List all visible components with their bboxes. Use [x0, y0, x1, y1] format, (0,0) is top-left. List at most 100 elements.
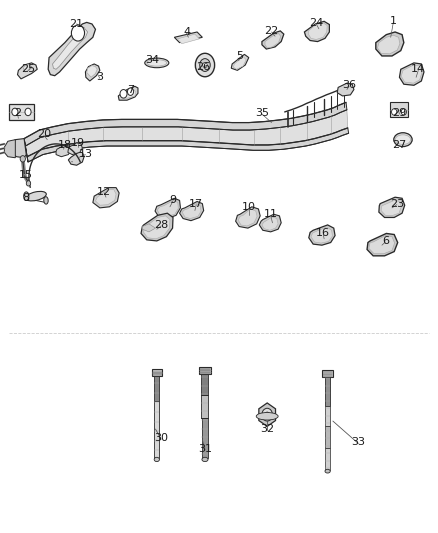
Ellipse shape — [395, 135, 411, 144]
Ellipse shape — [202, 457, 208, 462]
Polygon shape — [18, 63, 37, 79]
Text: 7: 7 — [127, 85, 134, 94]
Circle shape — [127, 88, 134, 95]
Ellipse shape — [325, 470, 330, 473]
Bar — [202, 418, 208, 458]
Circle shape — [120, 90, 127, 98]
Polygon shape — [157, 200, 178, 216]
Polygon shape — [337, 83, 354, 96]
Text: 5: 5 — [237, 51, 244, 61]
Circle shape — [12, 108, 18, 116]
Polygon shape — [379, 197, 405, 217]
Text: 9: 9 — [170, 195, 177, 205]
Bar — [152, 369, 162, 376]
Text: 18: 18 — [58, 140, 72, 150]
Text: 10: 10 — [242, 202, 256, 212]
Text: 30: 30 — [154, 433, 168, 443]
Polygon shape — [23, 64, 32, 72]
Circle shape — [200, 59, 210, 71]
Circle shape — [20, 156, 25, 162]
Bar — [325, 426, 330, 448]
Polygon shape — [369, 236, 395, 254]
Text: 29: 29 — [392, 108, 406, 118]
Polygon shape — [4, 140, 15, 158]
Polygon shape — [48, 22, 95, 76]
Bar — [154, 401, 159, 458]
Bar — [9, 104, 34, 120]
Circle shape — [26, 181, 31, 186]
Text: 35: 35 — [255, 108, 269, 118]
Polygon shape — [118, 86, 138, 100]
Circle shape — [25, 108, 31, 116]
Polygon shape — [93, 188, 119, 208]
Polygon shape — [231, 54, 249, 70]
Text: 26: 26 — [196, 62, 210, 71]
Text: 23: 23 — [390, 199, 404, 208]
Polygon shape — [24, 139, 28, 162]
Polygon shape — [262, 217, 278, 230]
Polygon shape — [120, 90, 136, 98]
Polygon shape — [56, 145, 71, 157]
Bar — [154, 376, 159, 401]
Text: 3: 3 — [96, 72, 103, 82]
Text: 11: 11 — [264, 209, 278, 219]
Polygon shape — [180, 201, 204, 221]
Text: 32: 32 — [260, 424, 274, 434]
Polygon shape — [399, 63, 424, 85]
Ellipse shape — [44, 197, 48, 204]
Circle shape — [262, 408, 272, 421]
Polygon shape — [233, 56, 246, 69]
Text: 27: 27 — [392, 140, 406, 150]
Ellipse shape — [256, 413, 278, 420]
Bar — [199, 367, 211, 374]
Polygon shape — [68, 152, 84, 165]
Polygon shape — [155, 198, 180, 219]
Bar — [325, 406, 330, 426]
Circle shape — [195, 53, 215, 77]
Polygon shape — [259, 403, 276, 426]
Polygon shape — [95, 190, 116, 205]
Text: 8: 8 — [22, 193, 29, 203]
Polygon shape — [376, 32, 404, 56]
Text: 28: 28 — [154, 220, 168, 230]
Circle shape — [203, 62, 207, 68]
Text: 6: 6 — [382, 236, 389, 246]
Polygon shape — [378, 35, 400, 54]
Ellipse shape — [25, 191, 46, 201]
Circle shape — [265, 412, 269, 417]
Polygon shape — [259, 214, 281, 232]
Text: 36: 36 — [342, 80, 356, 90]
Polygon shape — [236, 207, 260, 228]
Text: 17: 17 — [189, 199, 203, 208]
Polygon shape — [182, 204, 201, 219]
Ellipse shape — [24, 192, 29, 200]
Polygon shape — [144, 216, 170, 239]
Polygon shape — [142, 224, 155, 232]
Polygon shape — [24, 102, 347, 146]
Text: 2: 2 — [14, 108, 21, 118]
Text: 24: 24 — [309, 18, 323, 28]
Text: 20: 20 — [37, 130, 51, 139]
Polygon shape — [308, 23, 327, 39]
Text: 15: 15 — [18, 170, 32, 180]
Polygon shape — [311, 227, 332, 243]
Ellipse shape — [394, 133, 412, 147]
Circle shape — [71, 25, 85, 41]
Bar — [322, 370, 333, 377]
Circle shape — [401, 109, 406, 115]
Polygon shape — [262, 31, 284, 49]
Bar — [201, 374, 208, 395]
Polygon shape — [177, 34, 199, 44]
Polygon shape — [68, 143, 82, 155]
Polygon shape — [141, 213, 173, 241]
Bar — [390, 102, 408, 117]
Polygon shape — [85, 64, 100, 81]
Text: 33: 33 — [351, 438, 365, 447]
Polygon shape — [53, 29, 88, 69]
Text: 4: 4 — [183, 27, 190, 37]
Polygon shape — [381, 200, 401, 215]
Text: 14: 14 — [411, 64, 425, 74]
Polygon shape — [174, 32, 202, 43]
Polygon shape — [27, 128, 349, 162]
Polygon shape — [25, 110, 348, 157]
